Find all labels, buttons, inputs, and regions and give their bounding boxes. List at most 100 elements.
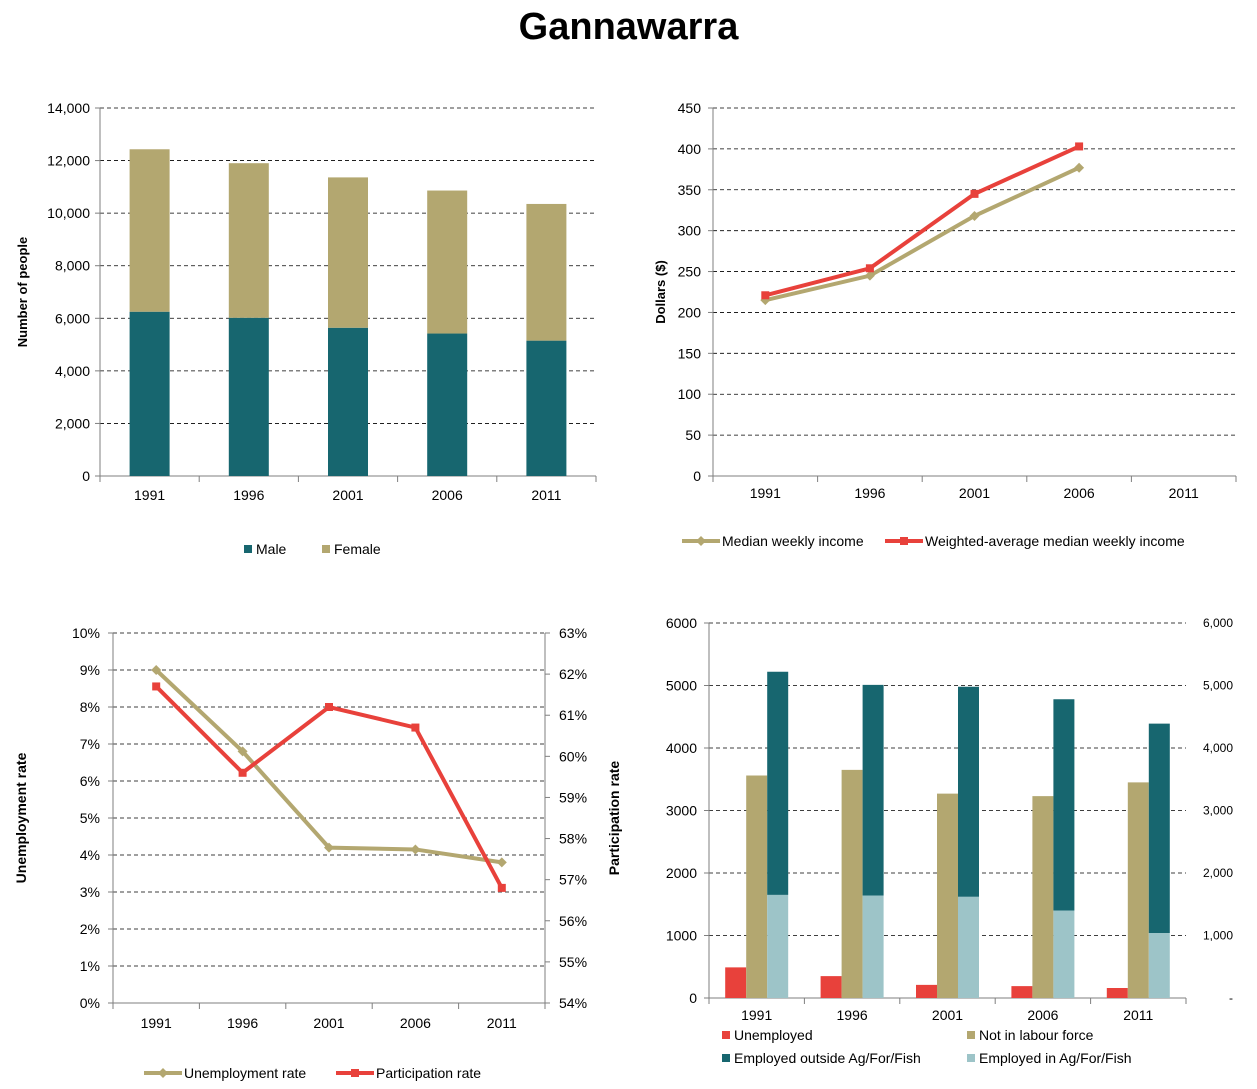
y2-tick-label: 4,000 [1203,741,1233,755]
bar-employed-in-ag-1996 [862,895,884,998]
page-title: Gannawarra [518,6,739,48]
point-weighted-average-median-weekly-income-2006 [1075,142,1084,151]
y2-tick-label: 55% [559,954,587,970]
bar-employed-in-ag-2011 [1148,933,1170,998]
bar-female-1991 [129,149,170,312]
y2-tick-label: 5,000 [1203,679,1233,693]
y-tick-label: 50 [685,427,701,443]
x-tick-label: 2001 [313,1015,344,1031]
bar-unemployed-1996 [820,976,842,998]
series-line-median-weekly-income [764,165,1080,303]
legend-unemployed-swatch [722,1031,730,1039]
y-tick-label: 1000 [666,928,697,944]
legend-weighted-income-swatch-marker [900,537,908,545]
legend-employed-in-ag-for-fish-swatch [967,1054,975,1062]
y2-tick-label: 63% [559,625,587,641]
y-tick-label: 8,000 [55,258,90,274]
y2-tick-label: 58% [559,831,587,847]
y-tick-label: 4% [80,847,100,863]
y2-tick-label: 60% [559,748,587,764]
y-axis-title: Dollars ($) [653,260,668,324]
x-tick-label: 1991 [750,485,781,501]
bar-employed-in-ag-2001 [958,896,979,998]
legend-not-in-labour-force-swatch [967,1031,975,1039]
y-tick-label: 4000 [666,740,697,756]
point-unemployment-rate-2006 [410,844,421,855]
legend-female-label: Female [334,541,381,557]
legend-employed-in-ag-for-fish-label: Employed in Ag/For/Fish [979,1050,1132,1066]
x-tick-label: 1996 [227,1015,258,1031]
bar-employed-outside-ag-2001 [958,686,979,897]
legend-unemployment-rate-label: Unemployment rate [184,1065,306,1081]
x-tick-label: 2001 [332,487,363,503]
bar-female-2006 [427,190,468,334]
y-tick-label: 3000 [666,803,697,819]
series-line-weighted-average-median-weekly-income [764,144,1080,298]
bar-unemployed-2011 [1106,988,1128,998]
y-tick-label: 1% [80,958,100,974]
point-participation-rate-1996 [238,768,247,777]
y-tick-label: 10% [72,625,100,641]
y-tick-label: 5000 [666,678,697,694]
bar-unemployed-2006 [1011,986,1033,998]
y-tick-label: 12,000 [47,153,90,169]
legend-employed-outside-ag-for-fish-swatch [722,1054,730,1062]
y-tick-label: 14,000 [47,100,90,116]
point-participation-rate-2006 [411,723,420,732]
y2-tick-label: 59% [559,789,587,805]
legend-female-swatch [322,545,330,553]
y2-tick-label: 54% [559,995,587,1011]
y2-tick-label: - [1229,991,1233,1005]
y-tick-label: 450 [678,100,702,116]
y-tick-label: 3% [80,884,100,900]
point-unemployment-rate-2011 [496,857,507,868]
bar-female-2001 [328,177,368,328]
y-axis-title: Number of people [15,237,30,348]
bar-not-in-labour-force-2006 [1032,796,1054,998]
bar-male-2001 [328,327,368,476]
bar-not-in-labour-force-2001 [937,793,958,998]
legend-employed-outside-ag-for-fish-label: Employed outside Ag/For/Fish [734,1050,921,1066]
y2-tick-label: 61% [559,707,587,723]
y-tick-label: 400 [678,141,702,157]
bar-employed-in-ag-2006 [1053,910,1075,998]
bar-unemployed-2001 [916,984,937,998]
y-tick-label: 300 [678,223,702,239]
y-tick-label: 150 [678,345,702,361]
bar-not-in-labour-force-1991 [746,775,768,998]
bar-not-in-labour-force-1996 [841,769,863,998]
x-tick-label: 1996 [854,485,885,501]
x-tick-label: 2011 [1169,485,1199,501]
point-median-weekly-income-1996 [864,270,875,281]
x-tick-label: 1996 [837,1007,868,1023]
x-tick-label: 2001 [959,485,990,501]
y2-axis-title: Participation rate [606,761,622,876]
x-tick-label: 1991 [141,1015,172,1031]
bar-male-2006 [427,333,468,476]
legend-weighted-income-label: Weighted-average median weekly income [925,533,1185,549]
point-weighted-average-median-weekly-income-1991 [761,291,770,300]
legend-male-label: Male [256,541,287,557]
y-tick-label: 100 [678,386,702,402]
point-median-weekly-income-2006 [1074,162,1085,173]
bar-unemployed-1991 [725,967,747,998]
y-tick-label: 7% [80,736,100,752]
point-unemployment-rate-1991 [151,665,162,675]
y-tick-label: 9% [80,662,100,678]
y-tick-label: 200 [678,304,702,320]
x-tick-label: 2001 [932,1007,963,1023]
y-tick-label: 8% [80,699,100,715]
bar-male-1996 [228,317,269,476]
x-tick-label: 2006 [432,487,463,503]
y-tick-label: 5% [80,810,100,826]
y-tick-label: 0 [689,990,697,1006]
bar-not-in-labour-force-2011 [1127,782,1149,998]
point-unemployment-rate-2001 [324,842,334,853]
x-tick-label: 2006 [1064,485,1095,501]
legend-participation-rate-label: Participation rate [376,1065,481,1081]
y-tick-label: 350 [678,182,702,198]
y-axis-title: Unemployment rate [13,752,29,883]
y-tick-label: 10,000 [47,205,90,221]
